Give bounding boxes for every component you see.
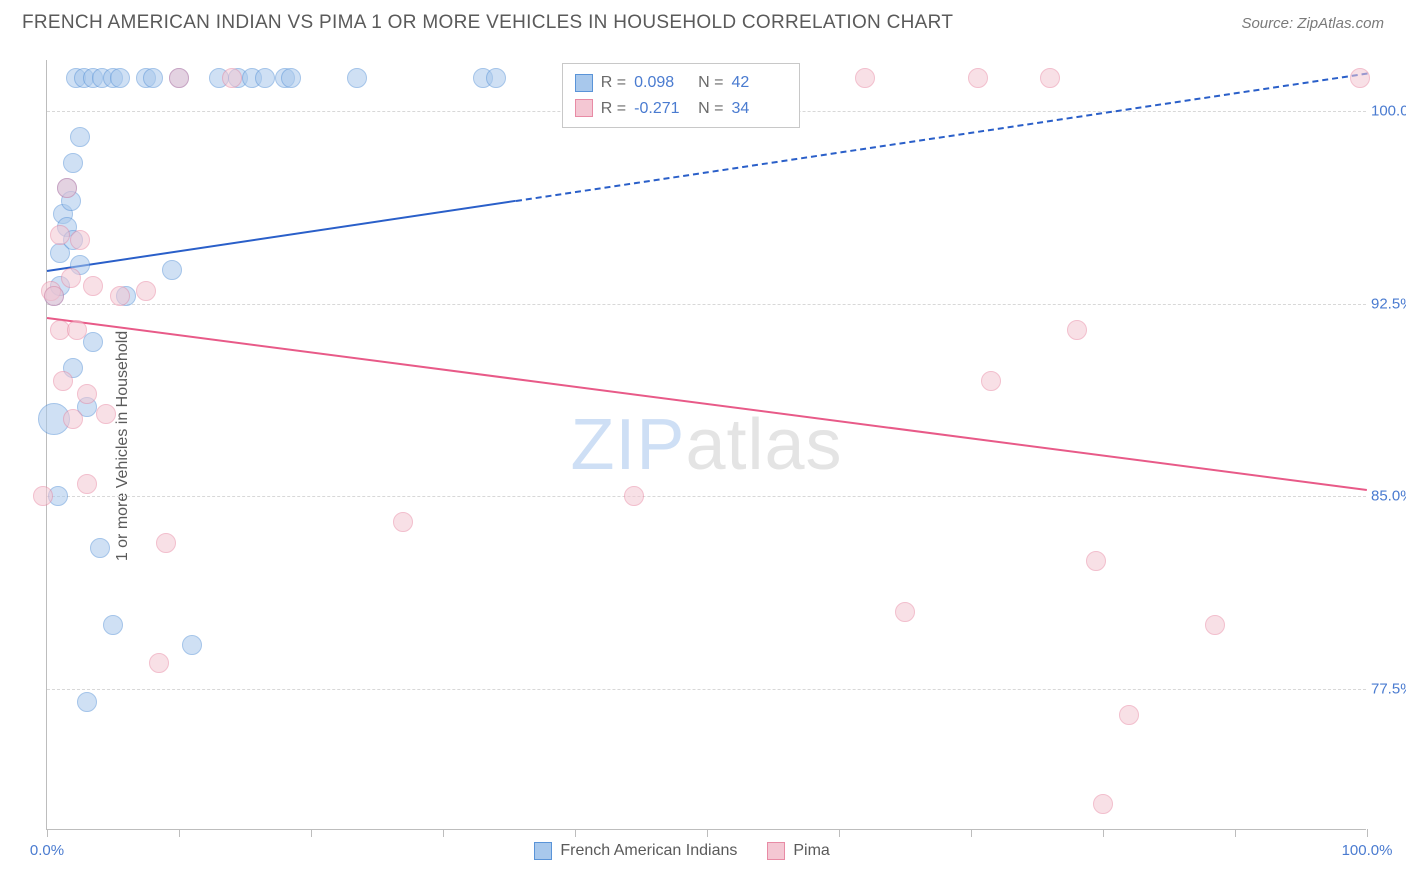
- data-point: [169, 68, 189, 88]
- x-tick: [1235, 829, 1236, 837]
- data-point: [143, 68, 163, 88]
- data-point: [33, 486, 53, 506]
- x-tick: [839, 829, 840, 837]
- y-tick-label: 77.5%: [1371, 680, 1406, 697]
- legend-n-label: N =: [698, 70, 723, 96]
- data-point: [486, 68, 506, 88]
- data-point: [182, 635, 202, 655]
- trend-line-solid: [47, 200, 516, 272]
- legend-r-label: R =: [601, 70, 626, 96]
- legend-label: French American Indians: [560, 842, 737, 860]
- x-tick: [1367, 829, 1368, 837]
- data-point: [77, 474, 97, 494]
- legend-r-value: -0.271: [634, 96, 690, 122]
- data-point: [83, 276, 103, 296]
- legend-stats-row: R = 0.098 N = 42: [575, 70, 788, 96]
- data-point: [281, 68, 301, 88]
- data-point: [70, 127, 90, 147]
- data-point: [63, 153, 83, 173]
- legend-n-value: 42: [731, 70, 787, 96]
- data-point: [90, 538, 110, 558]
- data-point: [96, 404, 116, 424]
- data-point: [855, 68, 875, 88]
- legend-label: Pima: [793, 842, 829, 860]
- legend-r-label: R =: [601, 96, 626, 122]
- legend-stats-row: R = -0.271 N = 34: [575, 96, 788, 122]
- y-tick-label: 85.0%: [1371, 488, 1406, 505]
- data-point: [136, 281, 156, 301]
- data-point: [70, 230, 90, 250]
- data-point: [981, 371, 1001, 391]
- data-point: [156, 533, 176, 553]
- data-point: [110, 286, 130, 306]
- x-tick: [707, 829, 708, 837]
- chart-plot-area: ZIPatlas 100.0%92.5%85.0%77.5%0.0%100.0%…: [46, 60, 1366, 830]
- legend-bottom: French American Indians Pima: [534, 842, 829, 860]
- data-point: [77, 692, 97, 712]
- x-tick: [47, 829, 48, 837]
- y-tick-label: 92.5%: [1371, 295, 1406, 312]
- data-point: [61, 268, 81, 288]
- legend-n-value: 34: [731, 96, 787, 122]
- legend-n-label: N =: [698, 96, 723, 122]
- data-point: [895, 602, 915, 622]
- x-tick: [443, 829, 444, 837]
- data-point: [347, 68, 367, 88]
- source-label: Source: ZipAtlas.com: [1241, 15, 1384, 32]
- legend-swatch: [575, 74, 593, 92]
- data-point: [1067, 320, 1087, 340]
- trend-line-solid: [47, 317, 1367, 491]
- x-tick: [971, 829, 972, 837]
- data-point: [103, 615, 123, 635]
- legend-swatch: [767, 842, 785, 860]
- legend-item: French American Indians: [534, 842, 737, 860]
- data-point: [255, 68, 275, 88]
- data-point: [1040, 68, 1060, 88]
- data-point: [393, 512, 413, 532]
- data-point: [57, 178, 77, 198]
- data-point: [50, 225, 70, 245]
- data-point: [1086, 551, 1106, 571]
- data-point: [1093, 794, 1113, 814]
- y-tick-label: 100.0%: [1371, 103, 1406, 120]
- data-point: [110, 68, 130, 88]
- data-point: [1350, 68, 1370, 88]
- legend-r-value: 0.098: [634, 70, 690, 96]
- data-point: [624, 486, 644, 506]
- data-point: [83, 332, 103, 352]
- data-point: [67, 320, 87, 340]
- data-point: [77, 384, 97, 404]
- data-point: [1205, 615, 1225, 635]
- data-point: [44, 286, 64, 306]
- data-point: [222, 68, 242, 88]
- data-point: [149, 653, 169, 673]
- chart-title: FRENCH AMERICAN INDIAN VS PIMA 1 OR MORE…: [22, 12, 953, 34]
- x-tick-label: 0.0%: [30, 842, 64, 859]
- x-tick: [311, 829, 312, 837]
- x-tick-label: 100.0%: [1342, 842, 1393, 859]
- data-point: [968, 68, 988, 88]
- legend-swatch: [575, 99, 593, 117]
- x-tick: [575, 829, 576, 837]
- data-point: [63, 409, 83, 429]
- data-point: [53, 371, 73, 391]
- x-tick: [179, 829, 180, 837]
- data-point: [1119, 705, 1139, 725]
- legend-item: Pima: [767, 842, 829, 860]
- x-tick: [1103, 829, 1104, 837]
- legend-swatch: [534, 842, 552, 860]
- header: FRENCH AMERICAN INDIAN VS PIMA 1 OR MORE…: [0, 0, 1406, 44]
- gridline-h: [47, 496, 1366, 497]
- gridline-h: [47, 689, 1366, 690]
- gridline-h: [47, 304, 1366, 305]
- data-point: [162, 260, 182, 280]
- legend-stats: R = 0.098 N = 42 R = -0.271 N = 34: [562, 63, 801, 128]
